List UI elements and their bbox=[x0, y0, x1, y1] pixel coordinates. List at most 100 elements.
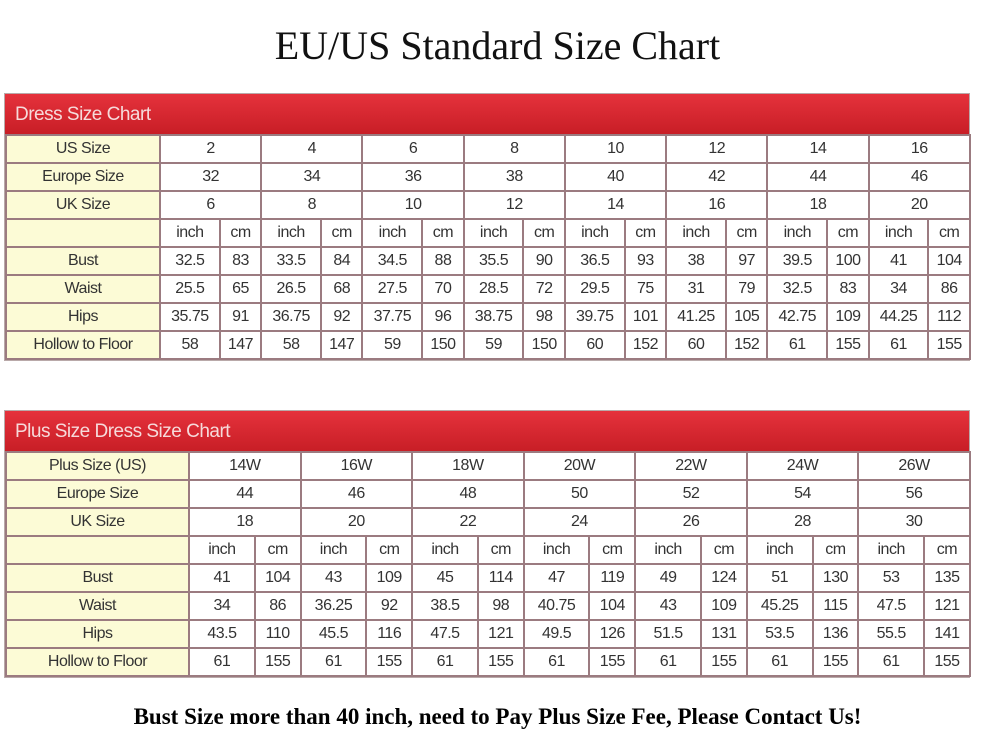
measure-cell: 35.75 bbox=[159, 302, 221, 332]
measure-cell: 58 bbox=[159, 330, 221, 360]
size-cell: 14 bbox=[563, 190, 668, 220]
size-cell: 16 bbox=[867, 134, 971, 164]
measure-cell: 68 bbox=[319, 274, 364, 304]
size-row: US Size 2 4 6 8 10 12 14 16 bbox=[5, 134, 971, 164]
measure-cell: 61 bbox=[634, 647, 702, 677]
unit-inch: inch bbox=[634, 535, 702, 565]
page-title: EU/US Standard Size Chart bbox=[274, 23, 721, 68]
measure-cell: 155 bbox=[365, 647, 414, 677]
row-label: Europe Size bbox=[5, 479, 190, 509]
measure-cell: 47.5 bbox=[411, 619, 479, 649]
measure-cell: 152 bbox=[623, 330, 668, 360]
size-cell: 18W bbox=[411, 451, 525, 481]
measure-cell: 86 bbox=[927, 274, 971, 304]
measure-cell: 61 bbox=[299, 647, 368, 677]
row-label: Bust bbox=[5, 563, 190, 593]
measure-cell: 26.5 bbox=[260, 274, 322, 304]
unit-cm: cm bbox=[522, 218, 566, 248]
measure-row: Waist 25.5 65 26.5 68 27.5 70 28.5 72 29.5 75 31 79 3… bbox=[5, 274, 971, 304]
row-label: Waist bbox=[5, 274, 161, 304]
measure-cell: 150 bbox=[421, 330, 465, 360]
measure-row: Hips 35.75 91 36.75 92 37.75 96 38.75 98 39.75 101… bbox=[5, 302, 971, 332]
unit-inch: inch bbox=[857, 535, 926, 565]
size-cell: 44 bbox=[188, 479, 302, 509]
size-cell: 6 bbox=[158, 190, 263, 220]
unit-cm: cm bbox=[700, 535, 748, 565]
size-row: Europe Size 32 34 36 38 40 42 44 46 bbox=[5, 162, 971, 192]
measure-cell: 104 bbox=[927, 246, 971, 276]
row-label: Bust bbox=[5, 246, 161, 276]
measure-cell: 83 bbox=[218, 246, 263, 276]
size-cell: 26 bbox=[634, 507, 748, 537]
size-cell: 30 bbox=[857, 507, 971, 537]
unit-cm: cm bbox=[623, 218, 668, 248]
measure-cell: 25.5 bbox=[159, 274, 221, 304]
measure-cell: 34 bbox=[188, 591, 256, 621]
unit-cm: cm bbox=[365, 535, 414, 565]
measure-cell: 36.75 bbox=[260, 302, 322, 332]
size-cell: 34 bbox=[260, 162, 364, 192]
empty-label-cell bbox=[5, 535, 190, 565]
measure-row: Bust 41 104 43 109 45 114 47 119 49 124 51 130 53 135 bbox=[5, 563, 971, 593]
measure-cell: 65 bbox=[218, 274, 263, 304]
row-label: Hollow to Floor bbox=[5, 647, 190, 677]
size-row: Europe Size 44 46 48 50 52 54 56 bbox=[5, 479, 971, 509]
measure-cell: 86 bbox=[253, 591, 302, 621]
size-cell: 4 bbox=[260, 134, 364, 164]
unit-inch: inch bbox=[766, 218, 829, 248]
measure-cell: 45.5 bbox=[299, 619, 368, 649]
measure-cell: 61 bbox=[522, 647, 591, 677]
size-cell: 50 bbox=[522, 479, 637, 509]
measure-cell: 41 bbox=[867, 246, 930, 276]
measure-cell: 61 bbox=[766, 330, 829, 360]
measure-cell: 32.5 bbox=[159, 246, 221, 276]
measure-row: Waist 34 86 36.25 92 38.5 98 40.75 104 43 109 45.25… bbox=[5, 591, 971, 621]
measure-cell: 44.25 bbox=[867, 302, 930, 332]
size-cell: 38 bbox=[462, 162, 566, 192]
measure-cell: 37.75 bbox=[361, 302, 424, 332]
size-row: UK Size 6 8 10 12 14 16 18 20 bbox=[5, 190, 971, 220]
unit-inch: inch bbox=[522, 535, 591, 565]
measure-cell: 38.75 bbox=[462, 302, 525, 332]
unit-cm: cm bbox=[927, 218, 971, 248]
size-cell: 26W bbox=[857, 451, 971, 481]
unit-cm: cm bbox=[826, 218, 870, 248]
measure-cell: 101 bbox=[623, 302, 668, 332]
measure-cell: 116 bbox=[365, 619, 414, 649]
measure-cell: 59 bbox=[361, 330, 424, 360]
size-cell: 46 bbox=[867, 162, 971, 192]
measure-cell: 28.5 bbox=[462, 274, 525, 304]
unit-inch: inch bbox=[299, 535, 368, 565]
measure-cell: 72 bbox=[522, 274, 566, 304]
measure-cell: 49.5 bbox=[522, 619, 591, 649]
measure-cell: 55.5 bbox=[857, 619, 926, 649]
measure-cell: 155 bbox=[826, 330, 870, 360]
measure-cell: 31 bbox=[665, 274, 727, 304]
dress-size-chart: Dress Size Chart US Size 2 4 6 8 10 12 14 16 Euro… bbox=[4, 93, 971, 361]
measure-cell: 61 bbox=[857, 647, 926, 677]
size-cell: 28 bbox=[745, 507, 860, 537]
size-cell: 14W bbox=[188, 451, 302, 481]
measure-cell: 27.5 bbox=[361, 274, 424, 304]
row-label: US Size bbox=[5, 134, 161, 164]
measure-cell: 131 bbox=[700, 619, 748, 649]
size-cell: 24W bbox=[745, 451, 860, 481]
measure-cell: 135 bbox=[923, 563, 971, 593]
size-cell: 48 bbox=[411, 479, 525, 509]
measure-cell: 119 bbox=[588, 563, 637, 593]
measure-cell: 34 bbox=[867, 274, 930, 304]
size-cell: 20W bbox=[522, 451, 637, 481]
measure-row: Hollow to Floor 58 147 58 147 59 150 59 150 60 152… bbox=[5, 330, 971, 360]
size-cell: 12 bbox=[462, 190, 566, 220]
measure-cell: 35.5 bbox=[462, 246, 525, 276]
measure-cell: 121 bbox=[476, 619, 525, 649]
measure-cell: 147 bbox=[319, 330, 364, 360]
measure-cell: 136 bbox=[811, 619, 860, 649]
size-row: UK Size 18 20 22 24 26 28 30 bbox=[5, 507, 971, 537]
units-row: inch cm inch cm inch cm inch cm inch cm inch cm inch… bbox=[5, 218, 971, 248]
size-table: Plus Size (US) 14W 16W 18W 20W 22W 24W 26W Europ… bbox=[5, 451, 971, 677]
measure-cell: 33.5 bbox=[260, 246, 322, 276]
measure-cell: 98 bbox=[476, 591, 525, 621]
measure-cell: 155 bbox=[923, 647, 971, 677]
size-cell: 40 bbox=[563, 162, 668, 192]
